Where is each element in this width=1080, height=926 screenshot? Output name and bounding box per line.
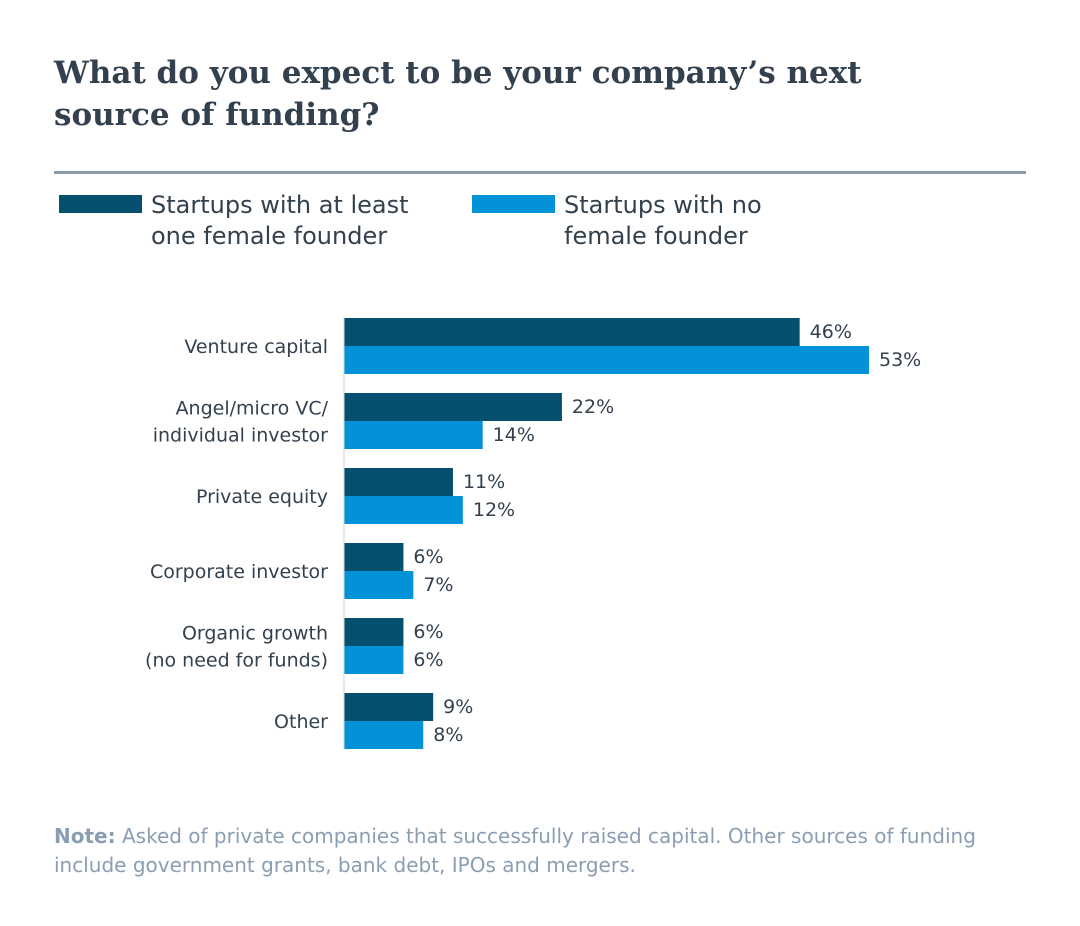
category-label: Angel/micro VC/individual investor <box>153 398 329 447</box>
bar <box>344 646 404 674</box>
bar-value-label: 9% <box>443 696 473 718</box>
bar-value-label: 7% <box>423 574 453 596</box>
legend-item-female-founder: Startups with at least one female founde… <box>59 190 409 252</box>
bar <box>344 618 404 646</box>
bar-value-label: 6% <box>413 621 443 643</box>
category-label: Private equity <box>196 486 328 508</box>
bar <box>344 543 404 571</box>
bar <box>344 693 434 721</box>
bar <box>344 346 869 374</box>
legend-swatch-light <box>472 195 555 213</box>
bar <box>344 421 483 449</box>
category-label: Other <box>274 711 328 733</box>
bar-value-label: 11% <box>463 471 505 493</box>
bar <box>344 318 800 346</box>
legend-label-no-female-founder: Startups with no female founder <box>564 191 762 250</box>
category-label: Organic growth (no need for funds) <box>145 623 328 672</box>
legend-item-no-female-founder: Startups with no female founder <box>472 190 762 252</box>
bar <box>344 468 453 496</box>
note-text: Asked of private companies that successf… <box>54 824 976 877</box>
bar <box>344 721 424 749</box>
category-label: Corporate investor <box>150 561 328 583</box>
legend-label-female-founder: Startups with at least one female founde… <box>151 191 409 250</box>
bar-value-label: 22% <box>572 396 614 418</box>
bar-value-label: 53% <box>879 349 921 371</box>
legend-swatch-dark <box>59 195 142 213</box>
bar-value-label: 6% <box>413 649 443 671</box>
bar <box>344 571 414 599</box>
bar <box>344 496 463 524</box>
chart-note: Note: Asked of private companies that su… <box>54 822 1014 880</box>
bar-value-label: 12% <box>473 499 515 521</box>
category-label: Venture capital <box>184 336 328 358</box>
title-divider <box>54 171 1026 174</box>
bar-value-label: 8% <box>433 724 463 746</box>
bar <box>344 393 562 421</box>
note-prefix: Note: <box>54 824 116 848</box>
bar-chart: Venture capital 46% 53% Angel/micro VC/indi… <box>145 317 921 750</box>
bar-value-label: 6% <box>413 546 443 568</box>
chart-title: What do you expect to be your company’s … <box>54 55 862 133</box>
bar-value-label: 14% <box>493 424 535 446</box>
bar-value-label: 46% <box>810 321 852 343</box>
